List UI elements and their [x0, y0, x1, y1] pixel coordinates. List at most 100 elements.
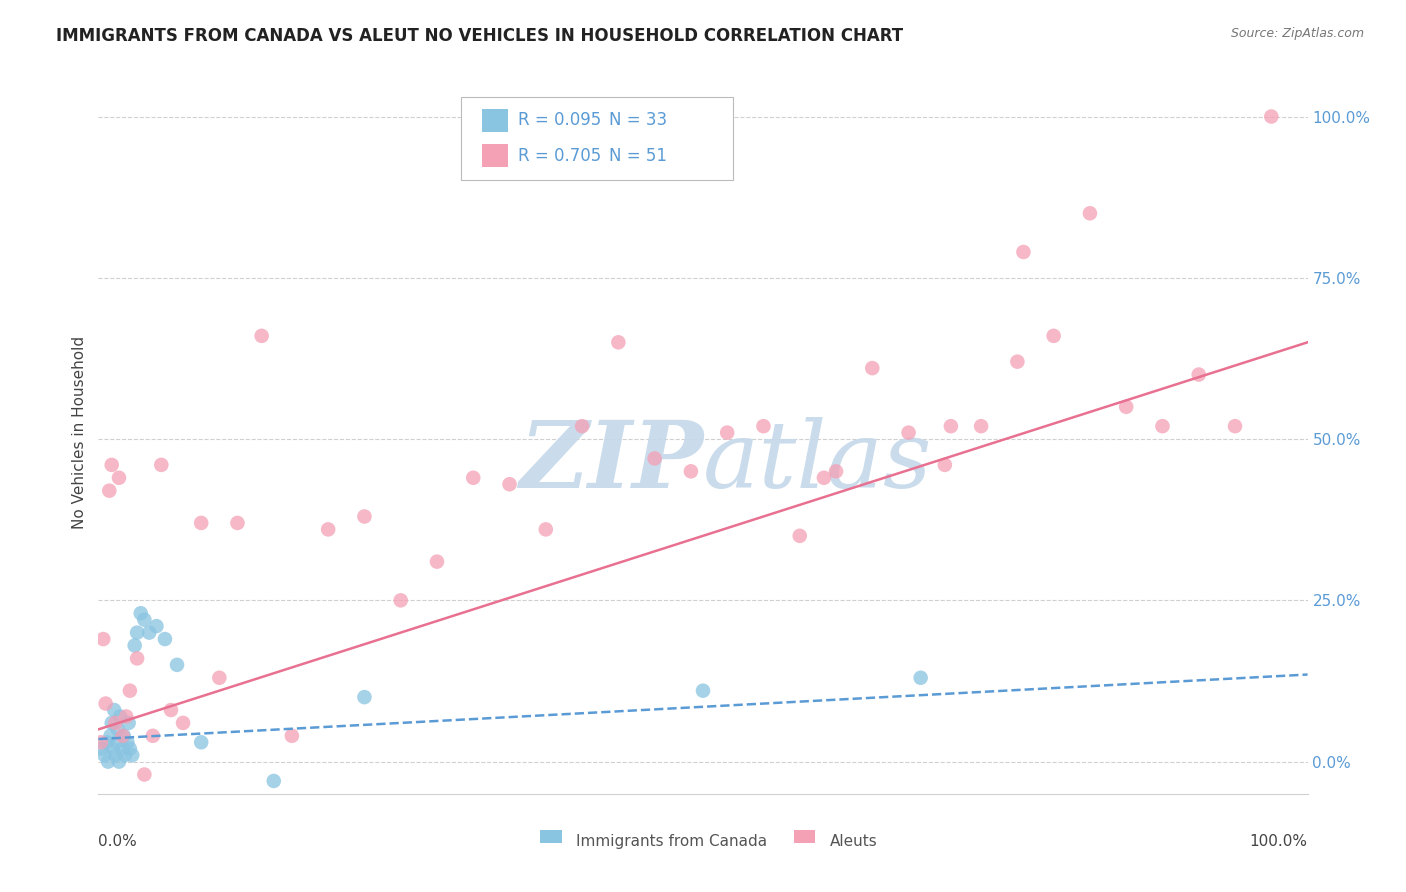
Point [153, 632, 176, 646]
Point [117, 735, 139, 749]
Point [353, 690, 375, 705]
Point [166, 657, 188, 672]
Text: R = 0.095: R = 0.095 [517, 112, 602, 129]
Point [389, 593, 412, 607]
Point [101, 741, 124, 756]
Point [692, 683, 714, 698]
Point [96, 735, 118, 749]
Text: N = 51: N = 51 [609, 147, 666, 165]
Point [825, 464, 848, 478]
Point [208, 671, 231, 685]
Point [752, 419, 775, 434]
Point [498, 477, 520, 491]
Point [897, 425, 920, 440]
Text: 0.0%: 0.0% [98, 834, 138, 848]
Point [100, 729, 122, 743]
Point [160, 703, 183, 717]
Point [172, 715, 194, 730]
Point [1078, 206, 1101, 220]
Point [97, 755, 120, 769]
Text: Aleuts: Aleuts [830, 834, 877, 848]
Point [104, 715, 127, 730]
Point [134, 767, 156, 781]
Point [910, 671, 932, 685]
Point [100, 458, 122, 472]
Point [114, 748, 136, 763]
FancyBboxPatch shape [482, 109, 509, 132]
Point [124, 639, 146, 653]
Point [142, 729, 165, 743]
FancyBboxPatch shape [461, 96, 734, 180]
FancyBboxPatch shape [482, 145, 509, 168]
Point [118, 715, 141, 730]
Text: ZIP: ZIP [519, 417, 703, 507]
Point [226, 516, 249, 530]
Text: Immigrants from Canada: Immigrants from Canada [576, 834, 768, 848]
Point [111, 741, 134, 756]
Point [1115, 400, 1137, 414]
Point [250, 329, 273, 343]
Point [607, 335, 630, 350]
Point [129, 607, 152, 621]
Point [134, 613, 156, 627]
Point [426, 555, 449, 569]
Text: Source: ZipAtlas.com: Source: ZipAtlas.com [1230, 27, 1364, 40]
Point [111, 729, 134, 743]
Point [281, 729, 304, 743]
Point [1260, 110, 1282, 124]
Point [103, 703, 125, 717]
Point [353, 509, 375, 524]
Point [115, 709, 138, 723]
Point [93, 748, 115, 763]
Point [121, 748, 143, 763]
Point [716, 425, 738, 440]
Point [644, 451, 666, 466]
Point [1152, 419, 1174, 434]
Point [100, 715, 122, 730]
Point [127, 651, 149, 665]
Point [107, 723, 129, 737]
Point [112, 729, 135, 743]
Point [1042, 329, 1064, 343]
Point [91, 632, 114, 646]
Point [263, 774, 285, 789]
Point [789, 529, 811, 543]
Point [316, 522, 339, 536]
Point [1188, 368, 1211, 382]
Text: IMMIGRANTS FROM CANADA VS ALEUT NO VEHICLES IN HOUSEHOLD CORRELATION CHART: IMMIGRANTS FROM CANADA VS ALEUT NO VEHIC… [56, 27, 904, 45]
Point [970, 419, 993, 434]
Point [860, 361, 883, 376]
Point [145, 619, 167, 633]
Point [150, 458, 173, 472]
Point [91, 741, 114, 756]
Point [939, 419, 962, 434]
Y-axis label: No Vehicles in Household: No Vehicles in Household [72, 336, 87, 529]
Point [679, 464, 702, 478]
Point [1007, 354, 1029, 368]
Point [190, 735, 212, 749]
Point [1223, 419, 1246, 434]
Point [104, 748, 127, 763]
Point [534, 522, 557, 536]
Point [108, 755, 131, 769]
FancyBboxPatch shape [540, 830, 561, 843]
FancyBboxPatch shape [793, 830, 815, 843]
Text: 100.0%: 100.0% [1250, 834, 1308, 848]
Point [813, 471, 835, 485]
Point [138, 625, 160, 640]
Point [108, 471, 131, 485]
Point [1012, 244, 1035, 259]
Point [94, 697, 117, 711]
Text: atlas: atlas [703, 417, 932, 507]
Point [90, 735, 112, 749]
Point [190, 516, 212, 530]
Point [127, 625, 149, 640]
Text: R = 0.705: R = 0.705 [517, 147, 602, 165]
Point [105, 735, 128, 749]
Point [571, 419, 593, 434]
Text: N = 33: N = 33 [609, 112, 666, 129]
Point [108, 709, 131, 723]
Point [463, 471, 485, 485]
Point [118, 741, 141, 756]
Point [934, 458, 956, 472]
